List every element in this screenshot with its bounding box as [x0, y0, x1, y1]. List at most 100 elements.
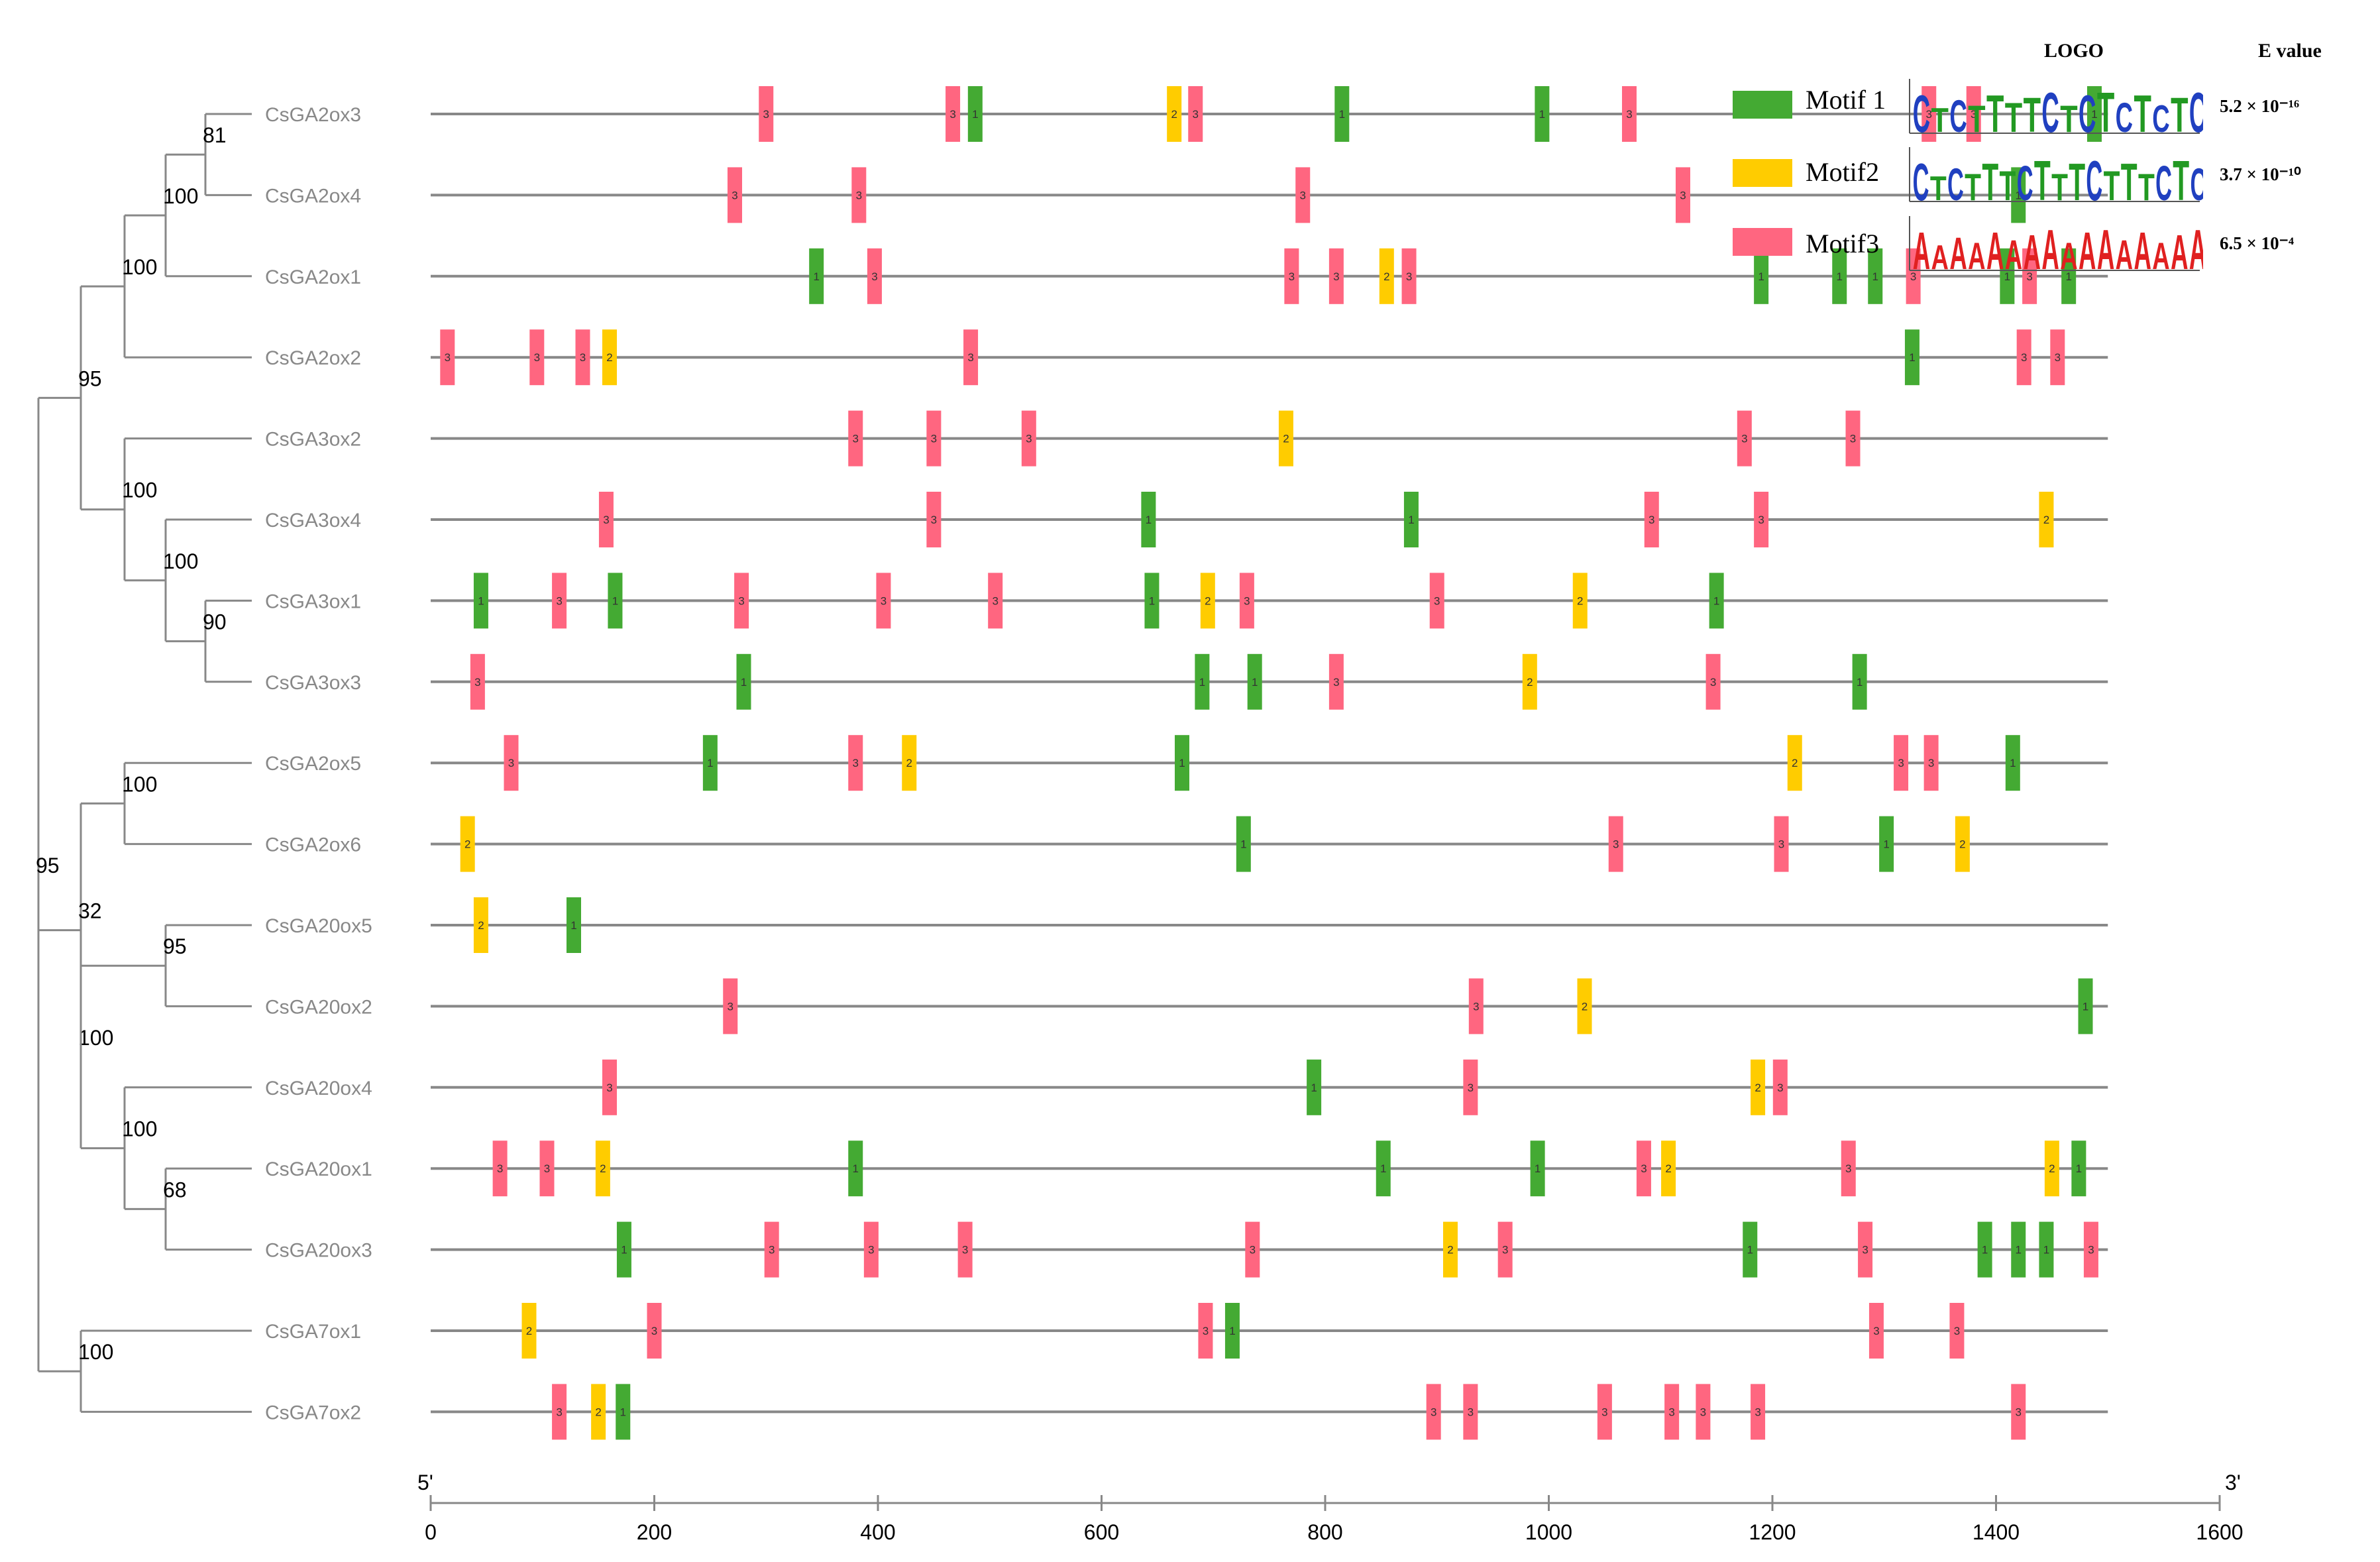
- motif-3-box: [1676, 167, 1690, 223]
- bootstrap-label: 100: [122, 478, 157, 502]
- motif-number: 1: [1179, 757, 1185, 769]
- gene-row: CsGA20ox4 3 1 3 2 3: [265, 1059, 2108, 1115]
- motif-1-box: [1879, 816, 1894, 872]
- motif-1-box: [1141, 492, 1156, 547]
- motif-3-box: [1284, 248, 1299, 304]
- motif-3-box: [2011, 1384, 2026, 1440]
- motif-1-box: [1307, 1059, 1322, 1115]
- motif-3-box: [963, 329, 979, 386]
- motif-1-box: [1743, 1221, 1758, 1278]
- logo-letter: T: [1982, 152, 1998, 204]
- motif2-evalue: 3.7 × 10⁻¹⁰: [2220, 164, 2301, 184]
- motif-number: 2: [1447, 1244, 1453, 1256]
- motif-number: 1: [1535, 1162, 1541, 1175]
- bootstrap-label: 100: [78, 1026, 113, 1050]
- motif-3-box: [759, 86, 774, 142]
- motif-number: 1: [2082, 1000, 2088, 1013]
- motif-3-box: [1966, 86, 1981, 142]
- motif-number: 3: [1641, 1162, 1647, 1175]
- motif-3-box: [1622, 86, 1637, 142]
- motif-1-box: [1334, 86, 1350, 142]
- motif-number: 3: [1845, 1162, 1851, 1175]
- motif-2-box: [473, 897, 488, 953]
- motif-number: 3: [763, 108, 769, 121]
- logo-letter: A: [2097, 219, 2114, 273]
- motif-3-box: [575, 329, 590, 386]
- logo-letter: C: [2189, 82, 2203, 136]
- motif-number: 2: [1792, 757, 1798, 769]
- logo-letter: A: [1913, 221, 1930, 273]
- motif-number: 3: [769, 1244, 775, 1256]
- motif-2-box: [1955, 816, 1970, 872]
- motif-1-box: [1403, 492, 1419, 547]
- motif-number: 3: [931, 433, 937, 445]
- axis-tick-label: 200: [637, 1520, 672, 1544]
- motif-3-box: [1921, 86, 1937, 142]
- logo-letter: A: [2171, 225, 2188, 273]
- motif-3-box: [1751, 1384, 1766, 1440]
- motif-1-box: [1224, 1303, 1240, 1359]
- bootstrap-label: 95: [78, 366, 102, 390]
- motif-number: 1: [1311, 1082, 1317, 1094]
- motif-number: 3: [1850, 433, 1856, 445]
- motif-1-box: [2000, 248, 2015, 304]
- logo-letter: A: [2024, 225, 2041, 273]
- motif-number: 3: [1668, 1406, 1674, 1418]
- motif-1-box: [1832, 248, 1847, 304]
- logo-letter: C: [2155, 156, 2172, 204]
- motif-number: 1: [813, 270, 819, 283]
- motif-3-box: [539, 1141, 555, 1197]
- bootstrap-label: 100: [122, 255, 157, 279]
- motif-number: 3: [856, 189, 862, 201]
- motif-number: 3: [445, 351, 451, 364]
- motif-1-box: [1247, 653, 1262, 710]
- motif-number: 3: [1026, 433, 1032, 445]
- logo-letter: T: [1931, 101, 1949, 136]
- motif-2-box: [902, 735, 917, 791]
- motif-number: 3: [1862, 1244, 1868, 1256]
- motif-number: 1: [1909, 351, 1915, 364]
- motif-2-box: [1522, 653, 1537, 710]
- motif-number: 1: [620, 1406, 626, 1418]
- logo-letter: A: [1949, 228, 1967, 273]
- motif-3-box: [1845, 410, 1861, 467]
- motif-3-box: [1295, 167, 1311, 223]
- motif-3-box: [1705, 653, 1721, 710]
- motif-number: 3: [881, 594, 887, 607]
- motif-number: 3: [544, 1162, 550, 1175]
- motif-number: 2: [1171, 108, 1177, 121]
- motif-3-box: [1696, 1384, 1711, 1440]
- motif-number: 3: [534, 351, 540, 364]
- gene-row: CsGA2ox1 1 3 3 3 2 3 1 1 1 3 1 3 1: [265, 248, 2108, 304]
- motif-number: 3: [1406, 270, 1412, 283]
- axis-tick-label: 1600: [2196, 1520, 2243, 1544]
- motif-3-box: [926, 492, 942, 547]
- motif-number: 3: [1954, 1325, 1960, 1337]
- motif-number: 1: [1539, 108, 1545, 121]
- motif1-label: Motif 1: [1806, 85, 1886, 115]
- logo-letter: A: [2134, 221, 2151, 273]
- logo-letter: T: [2171, 87, 2188, 136]
- motif-number: 3: [871, 270, 877, 283]
- motif-3-box: [1198, 1303, 1213, 1359]
- logo-letter: A: [2079, 221, 2096, 273]
- motif-3-box: [1774, 816, 1789, 872]
- motif-1-box: [2061, 248, 2077, 304]
- logo-letter: C: [2079, 84, 2096, 136]
- motif-1-box: [473, 573, 488, 629]
- motif-3-box: [728, 167, 742, 223]
- motif-3-box: [1463, 1384, 1478, 1440]
- motif-number: 3: [1778, 838, 1784, 851]
- axis-tick-label: 800: [1307, 1520, 1342, 1544]
- logo-letter: T: [2051, 166, 2068, 204]
- motif-number: 3: [967, 351, 973, 364]
- gene-row: CsGA3ox3 3 1 1 1 3 2 3 1: [265, 653, 2108, 710]
- motif-2-box: [521, 1303, 537, 1359]
- motif-2-box: [1577, 978, 1592, 1034]
- motif-3-box: [552, 573, 567, 629]
- bootstrap-label: 100: [122, 1117, 157, 1141]
- gene-row: CsGA7ox1 2 3 3 1 3 3: [265, 1303, 2108, 1359]
- motif-1-box: [2005, 735, 2020, 791]
- logo-letter: C: [2041, 82, 2059, 136]
- motif-number: 1: [2076, 1162, 2082, 1175]
